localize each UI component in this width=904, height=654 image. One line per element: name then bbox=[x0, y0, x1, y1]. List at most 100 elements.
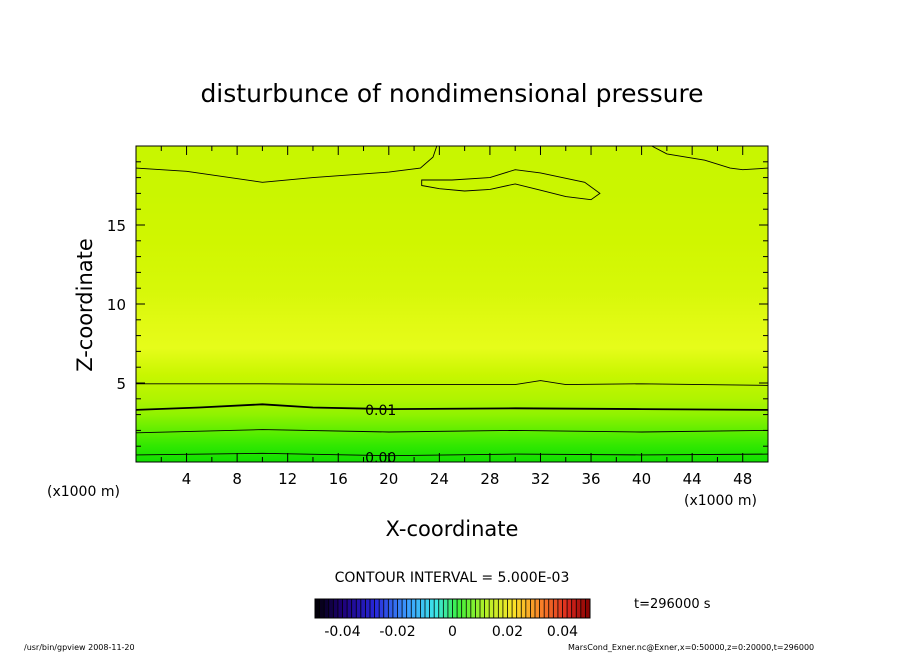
colorbar-cell bbox=[553, 599, 558, 618]
colorbar-cell bbox=[333, 599, 338, 618]
colorbar-cell bbox=[388, 599, 393, 618]
colorbar-cell bbox=[484, 599, 490, 618]
x-units-right: (x1000 m) bbox=[684, 493, 757, 509]
colorbar: -0.04 -0.02 0 0.02 0.04 bbox=[314, 598, 591, 640]
colorbar-cell bbox=[370, 599, 375, 618]
contour-label: 0.01 bbox=[365, 403, 396, 419]
colorbar-cell bbox=[319, 599, 325, 618]
colorbar-tick-label: 0.02 bbox=[492, 624, 523, 640]
contour-line bbox=[136, 380, 768, 386]
colorbar-cell bbox=[493, 599, 499, 618]
chart-title: disturbunce of nondimensional pressure bbox=[200, 79, 703, 108]
colorbar-cell bbox=[365, 599, 370, 618]
x-tick-label: 4 bbox=[182, 470, 192, 488]
colorbar-cell bbox=[557, 599, 563, 618]
footer-left: /usr/bin/gpview 2008-11-20 bbox=[24, 643, 135, 652]
colorbar-cell bbox=[324, 599, 329, 618]
colorbar-cell bbox=[351, 599, 357, 618]
colorbar-cell bbox=[360, 599, 366, 618]
colorbar-tick-label: 0.04 bbox=[547, 624, 578, 640]
colorbar-cell bbox=[507, 599, 513, 618]
x-tick-label: 20 bbox=[379, 470, 398, 488]
colorbar-cell bbox=[379, 599, 384, 618]
colorbar-cell bbox=[447, 599, 453, 618]
colorbar-cell bbox=[489, 599, 494, 618]
colorbar-cell bbox=[356, 599, 361, 618]
colorbar-cell bbox=[392, 599, 398, 618]
contour-line bbox=[136, 429, 768, 434]
field-fill bbox=[136, 146, 768, 462]
x-tick-label: 16 bbox=[329, 470, 348, 488]
colorbar-cell bbox=[580, 599, 586, 618]
colorbar-cell bbox=[402, 599, 407, 618]
colorbar-cell bbox=[342, 599, 348, 618]
colorbar-cell bbox=[374, 599, 380, 618]
colorbar-cell bbox=[406, 599, 412, 618]
x-tick-label: 36 bbox=[581, 470, 600, 488]
colorbar-cell bbox=[535, 599, 540, 618]
colorbar-cell bbox=[480, 599, 485, 618]
x-tick-label: 40 bbox=[632, 470, 651, 488]
colorbar-cell bbox=[452, 599, 458, 618]
colorbar-cell bbox=[429, 599, 435, 618]
y-tick-label: 5 bbox=[116, 375, 126, 393]
colorbar-cell bbox=[516, 599, 522, 618]
x-tick-label: 28 bbox=[480, 470, 499, 488]
colorbar-cell bbox=[525, 599, 531, 618]
colorbar-cell bbox=[337, 599, 343, 618]
x-tick-label: 12 bbox=[278, 470, 297, 488]
contour-line bbox=[136, 403, 768, 411]
x-units-left: (x1000 m) bbox=[47, 484, 120, 500]
colorbar-cell bbox=[443, 599, 448, 618]
colorbar-cell bbox=[548, 599, 554, 618]
footer-right: MarsCond_Exner.nc@Exner,x=0:50000,z=0:20… bbox=[568, 643, 814, 652]
colorbar-cell bbox=[328, 599, 334, 618]
colorbar-cell bbox=[498, 599, 503, 618]
colorbar-frame bbox=[314, 598, 591, 619]
colorbar-cell bbox=[415, 599, 421, 618]
contour-line bbox=[651, 146, 768, 171]
colorbar-cell bbox=[457, 599, 462, 618]
colorbar-cell bbox=[470, 599, 476, 618]
x-axis-title: X-coordinate bbox=[386, 517, 519, 541]
colorbar-cell bbox=[466, 599, 471, 618]
colorbar-cells bbox=[314, 599, 590, 618]
colorbar-cell bbox=[512, 599, 517, 618]
colorbar-cell bbox=[530, 599, 535, 618]
x-tick-label: 8 bbox=[232, 470, 242, 488]
y-tick-label: 10 bbox=[107, 296, 126, 314]
colorbar-cell bbox=[438, 599, 444, 618]
time-label: t=296000 s bbox=[634, 597, 711, 612]
contour-line bbox=[136, 146, 438, 183]
contour-interval-label: CONTOUR INTERVAL = 5.000E-03 bbox=[335, 570, 570, 586]
colorbar-cell bbox=[562, 599, 568, 618]
contour-label: 0.00 bbox=[365, 450, 396, 466]
colorbar-cell bbox=[420, 599, 425, 618]
contour-line bbox=[136, 452, 768, 457]
colorbar-cell bbox=[425, 599, 430, 618]
colorbar-cell bbox=[383, 599, 389, 618]
x-tick-label: 32 bbox=[531, 470, 550, 488]
colorbar-tick-label: -0.02 bbox=[379, 624, 415, 640]
y-axis-title: Z-coordinate bbox=[73, 238, 97, 372]
colorbar-cell bbox=[434, 599, 439, 618]
x-tick-label: 24 bbox=[430, 470, 449, 488]
colorbar-cell bbox=[521, 599, 526, 618]
colorbar-cell bbox=[461, 599, 467, 618]
colorbar-cell bbox=[397, 599, 403, 618]
colorbar-cell bbox=[576, 599, 581, 618]
x-tick-label: 44 bbox=[683, 470, 702, 488]
y-tick-label: 15 bbox=[107, 217, 126, 235]
colorbar-cell bbox=[475, 599, 480, 618]
colorbar-cell bbox=[585, 599, 590, 618]
contour-layer bbox=[136, 146, 768, 457]
colorbar-cell bbox=[315, 599, 320, 618]
colorbar-tick-label: -0.04 bbox=[324, 624, 360, 640]
x-tick-label: 48 bbox=[733, 470, 752, 488]
colorbar-cell bbox=[502, 599, 508, 618]
colorbar-tick-label: 0 bbox=[448, 624, 457, 640]
colorbar-cell bbox=[539, 599, 545, 618]
